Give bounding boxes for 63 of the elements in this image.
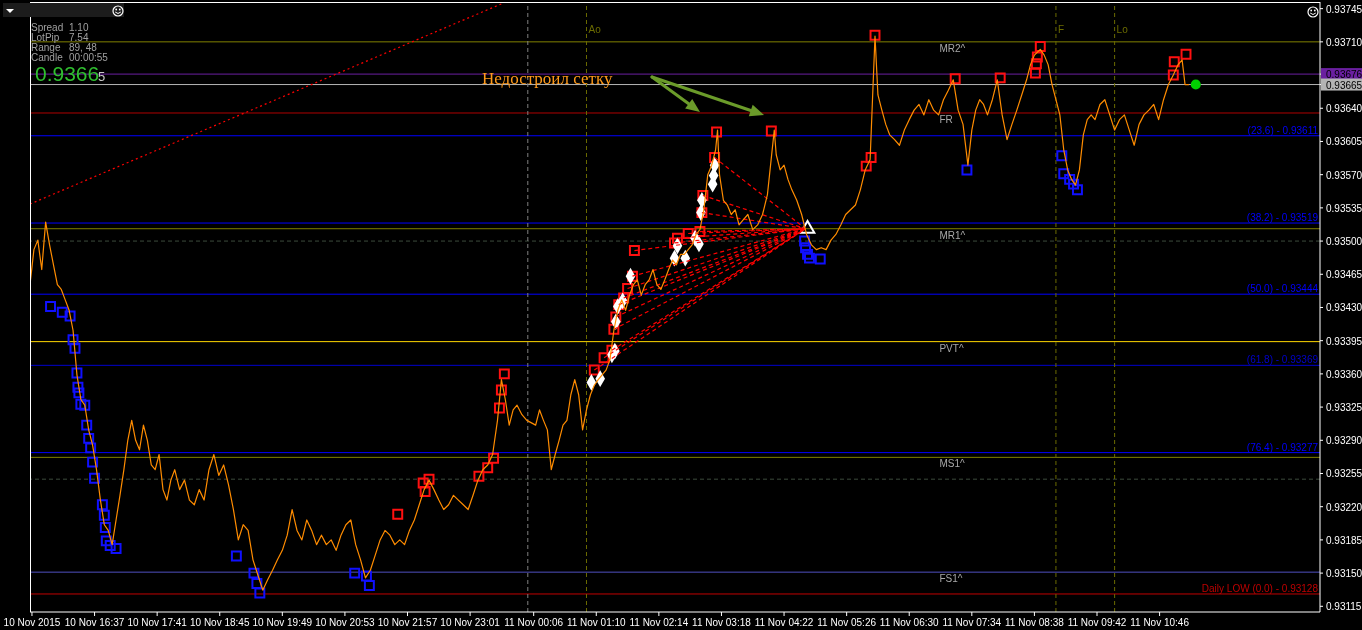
- y-tick-label: 0.93465: [1326, 269, 1362, 281]
- x-tick-label: 11 Nov 07:34: [942, 617, 1002, 628]
- y-tick-label: 0.93325: [1326, 402, 1362, 414]
- y-tick-label: 0.93605: [1326, 136, 1362, 148]
- ref-line-label: FS1^: [939, 573, 963, 585]
- annotation: Недостроил сетку: [482, 69, 613, 88]
- y-tick-label: 0.93255: [1326, 468, 1362, 480]
- annotation: (76.4) - 0.93277: [1246, 441, 1319, 453]
- x-tick-label: 11 Nov 09:42: [1067, 617, 1127, 628]
- x-tick-label: 11 Nov 06:30: [879, 617, 940, 628]
- annotation: Range: [31, 42, 61, 53]
- ref-line-label: Lo: [1116, 24, 1129, 35]
- y-tick-label: 0.93290: [1326, 435, 1362, 447]
- annotation: 5: [98, 69, 106, 84]
- ref-line-label: MR2^: [939, 42, 966, 54]
- y-tick-label: 0.93535: [1326, 202, 1362, 214]
- annotation: (23.6) - 0.93611: [1247, 124, 1319, 136]
- ref-line-label: FR: [939, 114, 953, 125]
- annotation: 89, 48: [69, 42, 98, 53]
- y-tick-label: 0.93115: [1326, 601, 1362, 613]
- ref-line-label: Daily LOW (0.0) - 0.93128: [1201, 582, 1319, 594]
- y-tick-label: 0.93676: [1326, 69, 1362, 81]
- y-tick-label: 0.93220: [1326, 501, 1362, 513]
- x-tick-label: 10 Nov 17:41: [127, 617, 188, 628]
- y-tick-label: 0.93185: [1326, 534, 1362, 546]
- annotation: Spread: [31, 22, 64, 33]
- ref-line-label: PVT^: [939, 342, 964, 354]
- ref-line-label: MS1^: [939, 458, 966, 470]
- y-tick-label: 0.93710: [1326, 36, 1362, 48]
- x-tick-label: 10 Nov 19:49: [252, 617, 313, 628]
- x-tick-label: 11 Nov 10:46: [1130, 617, 1190, 628]
- x-tick-label: 11 Nov 01:10: [566, 617, 627, 628]
- ref-line-label: MR1^: [939, 229, 966, 241]
- y-tick-label: 0.93665: [1326, 79, 1362, 91]
- y-tick-label: 0.93150: [1326, 568, 1362, 580]
- x-tick-label: 11 Nov 04:22: [754, 617, 814, 628]
- x-tick-label: 11 Nov 05:26: [817, 617, 877, 628]
- x-tick-label: 11 Nov 08:38: [1005, 617, 1065, 628]
- x-tick-label: 10 Nov 16:37: [64, 617, 125, 628]
- annotation: (38.2) - 0.93519: [1246, 212, 1319, 224]
- annotation: (50.0) - 0.93444: [1246, 283, 1319, 295]
- y-tick-label: 0.93430: [1326, 302, 1362, 314]
- annotation: 00:00:55: [69, 52, 109, 63]
- y-tick-label: 0.93500: [1326, 236, 1362, 248]
- x-tick-label: 11 Nov 03:18: [692, 617, 752, 628]
- y-tick-label: 0.93745: [1326, 3, 1362, 15]
- y-tick-label: 0.93395: [1326, 335, 1362, 347]
- x-tick-label: 10 Nov 23:01: [440, 617, 501, 628]
- annotation: 1.10: [69, 22, 89, 33]
- x-tick-label: 10 Nov 2015: [3, 617, 61, 628]
- y-tick-label: 0.93360: [1326, 368, 1362, 380]
- x-tick-label: 10 Nov 20:53: [315, 617, 376, 628]
- annotation: 7.54: [69, 32, 89, 43]
- annotation: (61.8) - 0.93369: [1246, 354, 1319, 366]
- ref-line-label: Ao: [588, 24, 602, 35]
- x-tick-label: 10 Nov 18:45: [189, 617, 250, 628]
- x-tick-label: 11 Nov 00:06: [504, 617, 564, 628]
- y-tick-label: 0.93640: [1326, 103, 1362, 115]
- annotation: 0.9366: [35, 62, 100, 85]
- y-tick-label: 0.93570: [1326, 169, 1362, 181]
- ref-line-label: F: [1057, 24, 1065, 35]
- x-tick-label: 11 Nov 02:14: [629, 617, 689, 628]
- x-tick-label: 10 Nov 21:57: [377, 617, 438, 628]
